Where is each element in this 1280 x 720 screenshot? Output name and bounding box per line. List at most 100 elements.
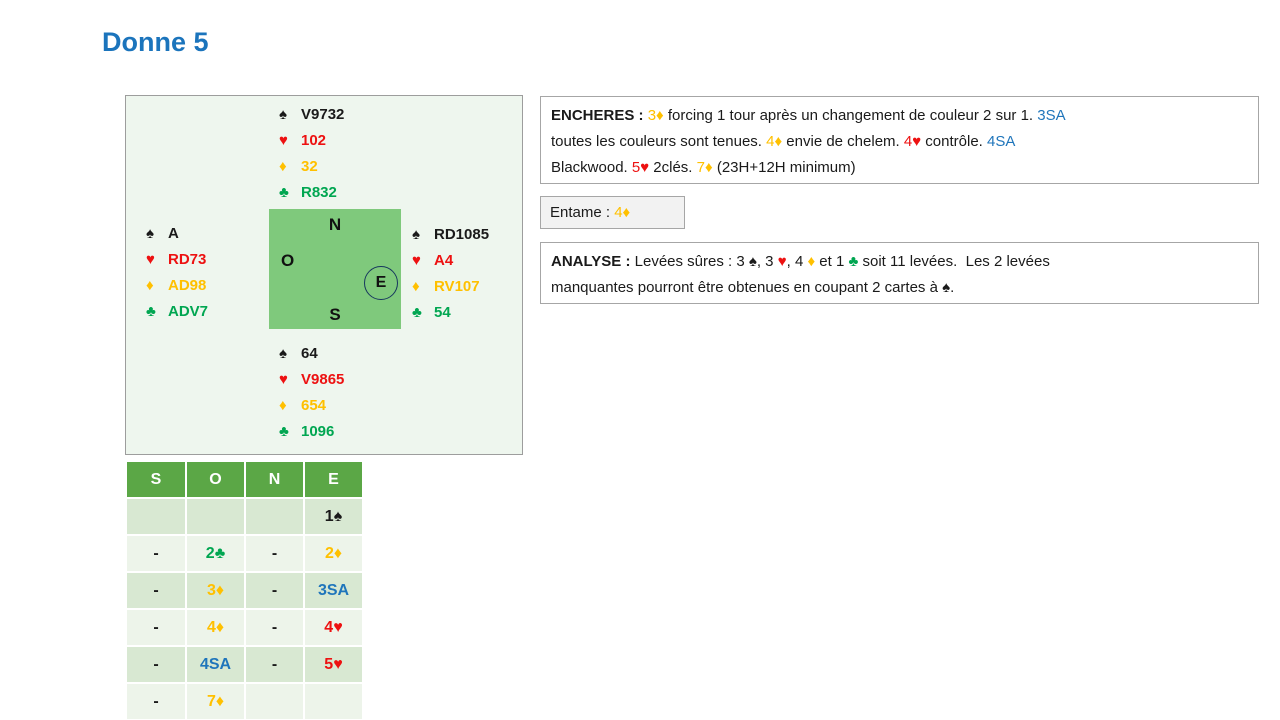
text-segment: , 4 <box>786 253 808 270</box>
bid-cell: 4♥ <box>305 610 362 645</box>
diamond-icon: ♦ <box>146 276 154 294</box>
text-segment: , 3 <box>756 253 778 270</box>
compass: N O S E <box>269 209 401 329</box>
heart-icon: ♥ <box>146 250 155 268</box>
bid-cell: 4♦ <box>187 610 244 645</box>
north-spades-row: ♠ V9732 <box>279 101 344 127</box>
text-segment: . <box>950 279 955 296</box>
hand-south: ♠ 64 ♥ V9865 ♦ 654 ♣ 1096 <box>279 340 344 444</box>
text-segment: et 1 <box>815 253 849 270</box>
empty-bid-cell <box>246 684 303 719</box>
text-segment: 4♦ <box>766 133 783 150</box>
bid-cell: - <box>246 610 303 645</box>
bid-cell: - <box>246 536 303 571</box>
text-segment: 2clés. <box>649 159 697 176</box>
west-clubs-cards: ADV7 <box>168 302 209 320</box>
bidding-row: 1♠ <box>127 499 362 534</box>
text-segment: 3♦ <box>647 107 664 124</box>
west-diamonds-row: ♦ AD98 <box>146 272 208 298</box>
text-line: ENCHERES : 3♦ forcing 1 tour après un ch… <box>551 103 1248 129</box>
text-segment: manquantes pourront être obtenues en cou… <box>551 279 943 296</box>
bid-cell: - <box>127 647 185 682</box>
text-segment: ♥ <box>777 253 787 270</box>
page-title: Donne 5 <box>102 27 209 57</box>
heart-icon: ♥ <box>279 131 288 149</box>
spade-icon: ♠ <box>279 105 287 123</box>
east-diamonds-row: ♦ RV107 <box>412 273 489 299</box>
text-segment: 3SA <box>1037 107 1066 124</box>
west-spades-cards: A <box>168 224 179 242</box>
north-spades-cards: V9732 <box>301 105 345 123</box>
text-segment: Levées sûres : 3 <box>634 253 749 270</box>
south-spades-row: ♠ 64 <box>279 340 344 366</box>
heart-icon: ♥ <box>279 370 288 388</box>
east-spades-row: ♠ RD1085 <box>412 221 489 247</box>
north-hearts-row: ♥ 102 <box>279 127 344 153</box>
empty-bid-cell <box>305 684 362 719</box>
text-segment: ♦ <box>807 253 816 270</box>
north-clubs-cards: R832 <box>301 183 337 201</box>
north-hearts-cards: 102 <box>301 131 327 149</box>
text-segment: forcing 1 tour après un changement de co… <box>663 107 1038 124</box>
text-segment: soit 11 levées. Les 2 levées <box>858 253 1050 270</box>
bidding-header-south: S <box>127 462 185 497</box>
bid-cell: 3SA <box>305 573 362 608</box>
text-segment: 4♥ <box>903 133 922 150</box>
text-line: toutes les couleurs sont tenues. 4♦ envi… <box>551 129 1248 155</box>
bid-cell: - <box>127 684 185 719</box>
text-segment: ♣ <box>848 253 859 270</box>
compass-north-label: N <box>328 215 342 234</box>
bid-cell: - <box>127 610 185 645</box>
compass-east-label: E <box>375 274 387 291</box>
east-clubs-cards: 54 <box>434 303 451 321</box>
bid-cell: 2♦ <box>305 536 362 571</box>
spade-icon: ♠ <box>279 344 287 362</box>
text-segment: (23H+12H minimum) <box>712 159 856 176</box>
south-hearts-cards: V9865 <box>301 370 345 388</box>
north-diamonds-cards: 32 <box>301 157 318 175</box>
bid-cell: 2♣ <box>187 536 244 571</box>
text-segment: envie de chelem. <box>782 133 904 150</box>
diamond-icon: ♦ <box>279 157 287 175</box>
bid-cell: 5♥ <box>305 647 362 682</box>
bid-cell: 1♠ <box>305 499 362 534</box>
south-diamonds-row: ♦ 654 <box>279 392 344 418</box>
bidding-header-north: N <box>246 462 303 497</box>
hand-west: ♠ A ♥ RD73 ♦ AD98 ♣ ADV7 <box>146 220 208 324</box>
east-diamonds-cards: RV107 <box>434 277 480 295</box>
bid-cell: - <box>127 573 185 608</box>
bidding-header-row: S O N E <box>127 462 362 497</box>
south-clubs-cards: 1096 <box>301 422 335 440</box>
west-spades-row: ♠ A <box>146 220 208 246</box>
bidding-row: -4SA -5♥ <box>127 647 362 682</box>
text-segment: ♠ <box>942 279 951 296</box>
bidding-row: -4♦ -4♥ <box>127 610 362 645</box>
west-hearts-cards: RD73 <box>168 250 207 268</box>
analyse-box: ANALYSE : Levées sûres : 3 ♠, 3 ♥, 4 ♦ e… <box>540 242 1259 304</box>
club-icon: ♣ <box>279 422 289 440</box>
hand-north: ♠ V9732 ♥ 102 ♦ 32 ♣ R832 <box>279 101 344 205</box>
text-line: manquantes pourront être obtenues en cou… <box>551 275 1248 301</box>
text-segment: toutes les couleurs sont tenues. <box>551 133 767 150</box>
east-spades-cards: RD1085 <box>434 225 490 243</box>
bidding-header-west: O <box>187 462 244 497</box>
bid-cell: - <box>246 647 303 682</box>
club-icon: ♣ <box>146 302 156 320</box>
spade-icon: ♠ <box>146 224 154 242</box>
entame-box: Entame : 4♦ <box>540 196 685 229</box>
text-segment: 7♦ <box>696 159 713 176</box>
east-hearts-row: ♥ A4 <box>412 247 489 273</box>
deal-diagram: ♠ V9732 ♥ 102 ♦ 32 ♣ R832 ♠ A ♥ <box>125 95 523 455</box>
dealer-circle: E <box>364 266 398 300</box>
encheres-box: ENCHERES : 3♦ forcing 1 tour après un ch… <box>540 96 1259 184</box>
diamond-icon: ♦ <box>412 277 420 295</box>
bidding-table: S O N E 1♠ -2♣ -2♦ -3♦ -3SA -4♦ -4♥ -4SA -5♥ -7♦ <box>125 460 364 720</box>
empty-bid-cell <box>187 499 244 534</box>
west-diamonds-cards: AD98 <box>168 276 207 294</box>
empty-bid-cell <box>246 499 303 534</box>
text-segment: Blackwood. <box>551 159 632 176</box>
bid-cell: - <box>127 536 185 571</box>
north-diamonds-row: ♦ 32 <box>279 153 344 179</box>
club-icon: ♣ <box>279 183 289 201</box>
text-segment: contrôle. <box>921 133 988 150</box>
